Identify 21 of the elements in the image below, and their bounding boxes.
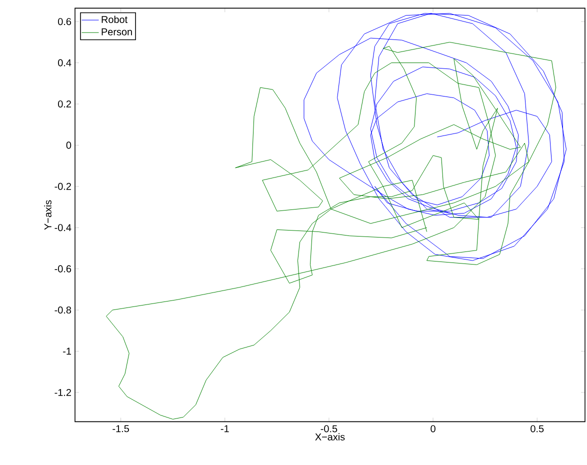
y-tick-label: 0 bbox=[66, 142, 72, 149]
x-tick-label: -0.5 bbox=[320, 425, 338, 432]
y-tick-label: -0.8 bbox=[54, 306, 72, 314]
x-tick-label: 0 bbox=[430, 425, 436, 432]
line-series bbox=[106, 42, 556, 420]
y-tick-label: 0.6 bbox=[58, 18, 72, 26]
y-tick-label: 0.2 bbox=[58, 100, 71, 108]
y-axis-title: Y−axis bbox=[44, 200, 52, 230]
y-tick-label: -0.4 bbox=[54, 224, 72, 232]
y-tick-label: -0.2 bbox=[54, 182, 71, 190]
x-tick-label: -1 bbox=[220, 425, 229, 432]
x-tick-label: 0.5 bbox=[530, 425, 544, 432]
x-axis-title: X−axis bbox=[315, 433, 345, 440]
y-tick-label: -0.6 bbox=[54, 265, 72, 272]
y-tick-label: 0.4 bbox=[58, 59, 72, 66]
x-tick-label: -1.5 bbox=[112, 425, 129, 432]
legend-label: Person bbox=[102, 28, 132, 36]
y-tick-label: -1 bbox=[63, 348, 72, 355]
line-series bbox=[304, 13, 567, 261]
legend-label: Robot bbox=[102, 16, 128, 24]
y-tick-label: -1.2 bbox=[54, 388, 71, 396]
